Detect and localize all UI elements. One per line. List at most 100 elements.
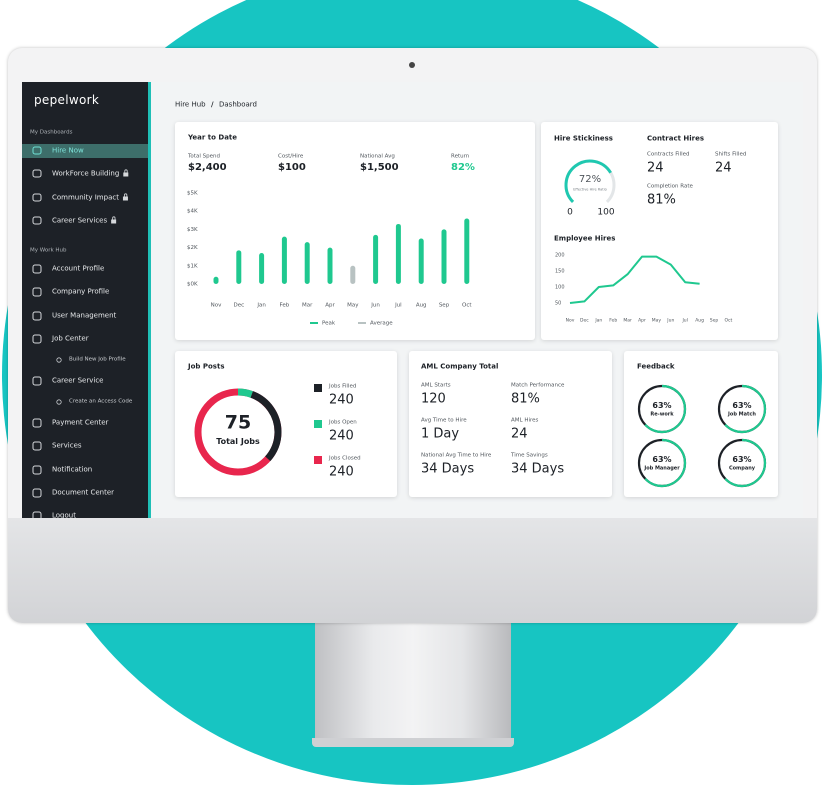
nav-item[interactable]: Job Center <box>52 334 89 343</box>
ring-value-label: 63% <box>652 401 672 410</box>
bar <box>395 223 401 284</box>
bar <box>350 265 356 284</box>
bar <box>464 218 470 284</box>
x-tick-label: Jul <box>394 303 402 309</box>
bar <box>304 242 310 284</box>
stat-value: 81% <box>511 391 540 407</box>
x-tick-label: May <box>652 318 662 324</box>
legend-label: Jobs Open <box>329 419 357 426</box>
x-tick-label: Nov <box>211 303 222 309</box>
stat-label: Cost/Hire <box>278 153 304 160</box>
card-title: AML Company Total <box>421 362 499 371</box>
nav-item[interactable]: Hire Now <box>52 146 84 155</box>
stat-label: Completion Rate <box>647 183 693 190</box>
legend-label: Jobs Closed <box>329 455 361 462</box>
card-title: Feedback <box>637 362 675 371</box>
nav-item[interactable]: WorkForce Building <box>52 169 120 178</box>
nav-item[interactable]: Community Impact <box>52 193 119 202</box>
card <box>409 351 612 497</box>
x-tick-label: Feb <box>609 318 617 324</box>
section-title: My Dashboards <box>30 129 73 136</box>
legend-swatch <box>314 384 322 392</box>
nav-item[interactable]: Services <box>52 441 82 450</box>
card-title: Year to Date <box>188 133 238 142</box>
nav-icon <box>32 311 42 321</box>
y-tick-label: 150 <box>555 269 565 275</box>
x-tick-label: Sep <box>439 303 450 309</box>
x-tick-label: Jan <box>256 303 266 309</box>
nav-icon <box>32 146 42 155</box>
nav-icon <box>32 441 42 451</box>
card <box>175 122 535 340</box>
stat-value: 120 <box>421 391 446 407</box>
card <box>541 122 778 340</box>
legend-label: Peak <box>322 321 336 327</box>
x-tick-label: Oct <box>725 318 733 324</box>
nav-item[interactable]: Document Center <box>52 488 115 497</box>
monitor-chin <box>8 518 817 623</box>
stat-label: Total Spend <box>188 153 220 160</box>
breadcrumb[interactable]: Hire Hub <box>175 100 206 109</box>
nav-icon <box>32 169 42 178</box>
stat-label: National Avg Time to Hire <box>421 452 492 459</box>
x-tick-label: Dec <box>233 303 244 309</box>
stat-value: $2,400 <box>188 162 227 173</box>
nav-icon <box>32 465 42 475</box>
donut-ring <box>194 388 282 476</box>
nav-item[interactable]: Payment Center <box>52 418 109 427</box>
y-tick-label: $4K <box>187 209 198 215</box>
stat-label: Shifts Filled <box>715 151 747 158</box>
nav-item[interactable]: Build New Job Profile <box>69 356 126 363</box>
x-tick-label: Jun <box>666 318 674 324</box>
stat-label: Avg Time to Hire <box>421 417 467 424</box>
y-tick-label: 200 <box>555 253 565 259</box>
stat-value: 24 <box>715 160 732 176</box>
donut-ring <box>194 388 282 476</box>
stat-value: $100 <box>278 162 306 173</box>
x-tick-label: Jul <box>681 318 687 324</box>
stat-label: AML Hires <box>511 417 539 424</box>
gauge-caption: Effective Hire Ratio <box>573 187 607 192</box>
nav-item[interactable]: Account Profile <box>52 264 105 273</box>
stat-value: 82% <box>451 162 475 173</box>
brand-logo: pepelwork <box>34 93 100 107</box>
ring-label: Job Match <box>728 411 756 418</box>
y-tick-label: $5K <box>187 191 198 197</box>
x-tick-label: Jan <box>594 318 602 324</box>
nav-item[interactable]: Career Service <box>52 376 104 385</box>
nav-icon <box>32 418 42 428</box>
ring-label: Company <box>728 465 756 472</box>
nav-item[interactable]: Logout <box>52 511 76 520</box>
nav-item[interactable]: User Management <box>52 311 117 320</box>
legend-label: Jobs Filled <box>329 383 357 390</box>
stat-value: 1 Day <box>421 426 460 442</box>
nav-item[interactable]: Company Profile <box>52 287 110 296</box>
x-tick-label: Apr <box>638 318 646 324</box>
nav-icon <box>32 264 42 274</box>
legend-value: 240 <box>329 392 354 408</box>
ring-label: Re-work <box>650 411 674 418</box>
bar <box>281 236 287 284</box>
legend-value: 240 <box>329 464 354 480</box>
section-title: My Work Hub <box>30 247 67 254</box>
bar <box>373 234 379 284</box>
y-tick-label: $2K <box>187 245 198 251</box>
lock-icon <box>124 193 128 197</box>
x-tick-label: Jun <box>370 303 380 309</box>
lock-icon <box>112 216 116 220</box>
ring-value-label: 63% <box>732 401 752 410</box>
ring-value <box>644 384 687 434</box>
x-tick-label: Aug <box>416 303 427 309</box>
nav-item[interactable]: Notification <box>52 465 93 474</box>
y-tick-label: $3K <box>187 227 198 233</box>
nav-item[interactable]: Career Services <box>52 216 108 225</box>
lock-icon <box>124 169 128 173</box>
nav-item[interactable]: Create an Access Code <box>69 398 133 405</box>
ring-value <box>724 438 767 488</box>
x-tick-label: Apr <box>325 303 335 309</box>
nav-icon <box>32 287 42 297</box>
card-title: Job Posts <box>188 362 225 371</box>
nav-icon <box>32 488 42 498</box>
nav-icon <box>32 376 42 386</box>
